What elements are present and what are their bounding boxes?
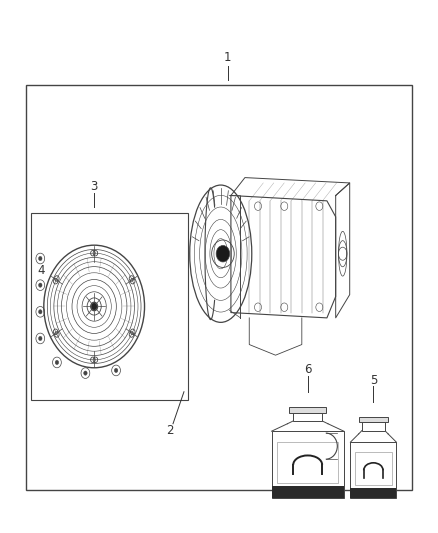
Text: 2: 2 [166, 424, 174, 437]
Text: 5: 5 [370, 374, 377, 386]
Bar [31, 213, 188, 400]
Bar [293, 413, 322, 421]
Bar [350, 488, 396, 498]
Text: 4: 4 [37, 264, 45, 277]
Text: 3: 3 [91, 180, 98, 193]
Circle shape [39, 336, 42, 341]
Bar [272, 486, 344, 498]
Bar [272, 431, 344, 498]
Circle shape [39, 256, 42, 261]
Circle shape [91, 303, 97, 310]
Bar [289, 407, 326, 413]
Circle shape [216, 246, 230, 262]
Bar [355, 452, 392, 485]
Text: 1: 1 [224, 51, 232, 64]
Circle shape [39, 310, 42, 314]
Circle shape [114, 368, 118, 373]
Bar [359, 417, 388, 422]
Bar [362, 422, 385, 431]
Circle shape [55, 360, 59, 365]
Circle shape [39, 283, 42, 287]
Bar [277, 442, 338, 483]
Bar [26, 85, 412, 490]
Text: 6: 6 [304, 363, 311, 376]
Bar [350, 442, 396, 498]
Circle shape [84, 371, 87, 375]
